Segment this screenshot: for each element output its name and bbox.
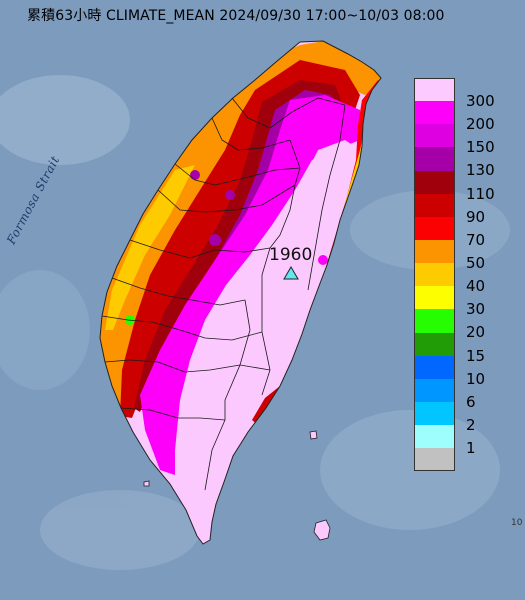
legend-row: 50 (414, 239, 524, 272)
rain-spot-purple (190, 170, 200, 180)
legend-label: 1 (466, 439, 476, 458)
map-title: 累積63小時 CLIMATE_MEAN 2024/09/30 17:00~10/… (27, 8, 445, 24)
legend-label: 40 (466, 277, 486, 296)
legend-swatch (414, 124, 455, 148)
legend-swatch (414, 401, 455, 426)
legend-row: 30 (414, 286, 524, 318)
legend-row: 70 (414, 216, 524, 249)
legend-label: 150 (466, 138, 495, 157)
legend-swatch (414, 78, 455, 102)
legend-swatch (414, 101, 455, 125)
rain-band-magenta (140, 95, 360, 475)
legend-label: 6 (466, 392, 476, 411)
legend-swatch (414, 448, 455, 472)
county-border (261, 139, 301, 396)
legend-row: 110 (414, 170, 524, 203)
legend-row: 2 (414, 401, 524, 434)
cloud-patch (40, 490, 200, 570)
peak-value-label: 1960 (269, 245, 313, 265)
rain-band-gold (105, 165, 195, 330)
legend-label: 20 (466, 323, 486, 342)
legend-row: 6 (414, 378, 524, 411)
legend-swatch (414, 425, 455, 449)
county-border (174, 163, 301, 186)
county-border (129, 239, 271, 259)
legend-row: 10 (414, 355, 524, 388)
legend-row: 90 (414, 193, 524, 226)
sea-texture (0, 75, 510, 570)
legend-label: 90 (466, 207, 486, 226)
county-border (111, 277, 246, 306)
xiao-liuqiu-island (143, 480, 150, 487)
legend-swatch (414, 239, 455, 264)
legend-row: 300 (414, 78, 524, 110)
rain-spot-purple (209, 234, 221, 246)
county-border (231, 97, 346, 129)
legend-row: 200 (414, 101, 524, 133)
rain-band-pink (178, 140, 360, 544)
green-island (309, 430, 318, 440)
legend-swatch (414, 332, 455, 356)
legend-label: 10 (466, 369, 486, 388)
cloud-patch (0, 75, 130, 165)
legend-row: 1 (414, 425, 524, 457)
legend-row: 20 (414, 309, 524, 341)
legend-row (414, 448, 524, 472)
county-border (204, 299, 251, 491)
rain-spot-magenta (318, 255, 328, 265)
legend-label: 15 (466, 346, 486, 365)
county-border (307, 104, 346, 291)
triangle-peak-marker-icon (283, 266, 299, 280)
legend-label: 30 (466, 300, 486, 319)
county-border (120, 407, 226, 421)
legend-label: 50 (466, 253, 486, 272)
legend-swatch (414, 216, 455, 240)
orchid-island (313, 519, 331, 541)
taiwan-coastline (99, 40, 382, 545)
legend-row: 130 (414, 147, 524, 179)
legend-swatch (414, 309, 455, 333)
legend-label: 110 (466, 184, 495, 203)
corner-tick-label: 10 (511, 518, 523, 528)
legend-swatch (414, 147, 455, 171)
rainfall-shading (100, 41, 381, 544)
legend-label: 300 (466, 92, 495, 110)
legend-swatch (414, 286, 455, 310)
legend-swatch (414, 170, 455, 194)
legend-row: 40 (414, 263, 524, 295)
rain-spot-purple (225, 190, 235, 200)
cloud-patch (320, 410, 500, 530)
county-border (157, 184, 296, 213)
legend-swatch (414, 355, 455, 379)
rainfall-legend: 300 200 150 130 110 90 70 50 40 30 20 15 10 6 2 1 (414, 78, 524, 472)
cloud-patch (0, 270, 90, 390)
legend-swatch (414, 263, 455, 287)
legend-label: 2 (466, 415, 476, 434)
legend-label: 200 (466, 115, 495, 134)
county-border (211, 117, 291, 151)
legend-row: 150 (414, 124, 524, 156)
county-border (101, 315, 263, 341)
legend-swatch (414, 193, 455, 217)
legend-label: 70 (466, 230, 486, 249)
legend-swatch (414, 378, 455, 402)
legend-label: 130 (466, 161, 495, 180)
legend-row: 15 (414, 332, 524, 365)
county-boundaries (101, 97, 346, 491)
